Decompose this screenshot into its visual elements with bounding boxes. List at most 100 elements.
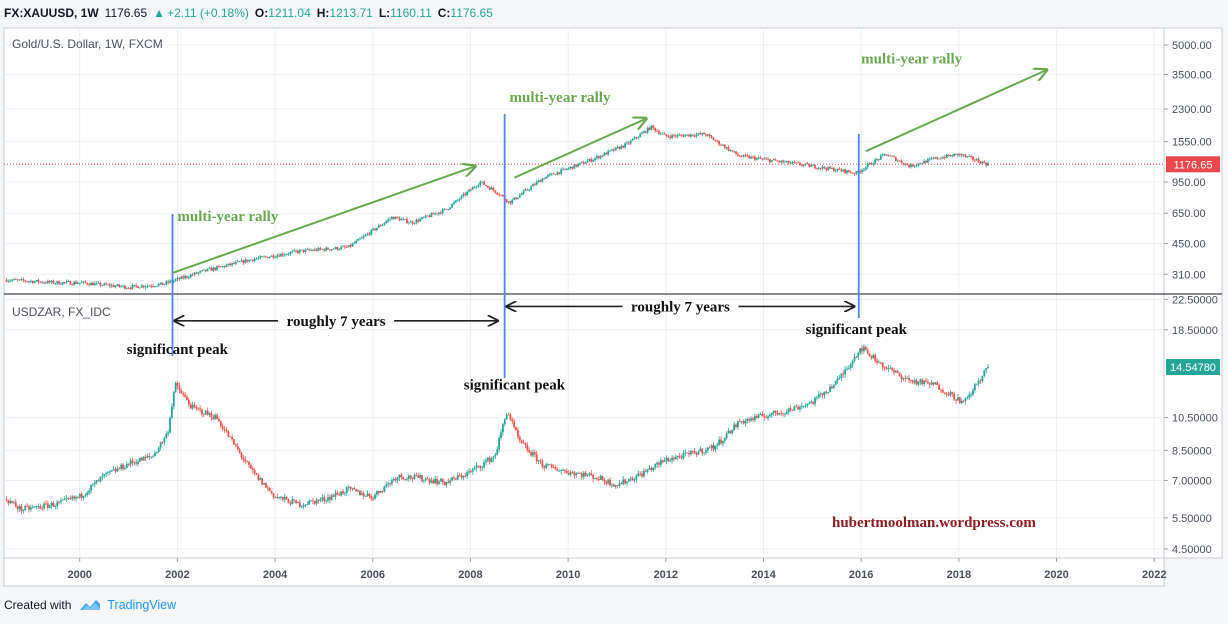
gold-price-axis: 5000.00 3500.00 2300.00 1550.00 950.00 650.00… xyxy=(1164,40,1220,281)
candle xyxy=(900,375,903,380)
candle xyxy=(90,484,92,491)
candle xyxy=(445,481,448,485)
candle xyxy=(793,406,796,411)
candle xyxy=(577,473,579,474)
candle xyxy=(629,140,632,144)
candle xyxy=(133,285,136,286)
candle xyxy=(24,506,27,510)
candle xyxy=(202,414,205,416)
candle xyxy=(287,499,290,504)
usdzar-pane[interactable] xyxy=(5,344,989,515)
candle xyxy=(626,142,628,144)
candle xyxy=(95,480,98,483)
candle xyxy=(471,187,474,190)
candle xyxy=(439,478,442,482)
candle xyxy=(374,228,376,231)
candle xyxy=(142,456,145,461)
candle xyxy=(665,458,668,461)
candle xyxy=(690,450,692,455)
candle xyxy=(644,470,647,472)
candle xyxy=(174,279,177,281)
candle xyxy=(983,161,986,163)
candle xyxy=(718,439,721,445)
candle xyxy=(93,482,96,485)
candle xyxy=(227,263,230,266)
candle xyxy=(800,405,803,407)
candle xyxy=(221,266,224,267)
candle xyxy=(930,382,933,385)
candle xyxy=(483,462,485,468)
candle xyxy=(951,155,954,157)
candle xyxy=(620,145,623,149)
candle xyxy=(464,475,467,477)
candle xyxy=(579,162,581,165)
candle xyxy=(112,285,115,287)
candle xyxy=(389,483,391,485)
candle xyxy=(419,219,422,222)
candle xyxy=(575,164,578,167)
candle xyxy=(643,131,645,133)
chart-area[interactable]: 5000.00 3500.00 2300.00 1550.00 950.00 650.00… xyxy=(0,26,1228,592)
candle xyxy=(737,154,739,156)
candle xyxy=(261,478,264,485)
candle xyxy=(522,190,525,194)
candle xyxy=(567,167,570,170)
candle xyxy=(231,263,233,266)
candle xyxy=(926,381,929,384)
candle xyxy=(52,502,55,507)
candle xyxy=(784,413,786,415)
candle xyxy=(923,160,925,164)
candle xyxy=(494,454,497,457)
candle xyxy=(69,498,72,500)
candle xyxy=(874,354,877,361)
rally-label: multi-year rally xyxy=(861,51,962,67)
candle xyxy=(966,156,969,157)
candle xyxy=(107,471,109,473)
candle xyxy=(355,489,358,492)
candle xyxy=(985,368,988,371)
candle xyxy=(864,346,867,350)
candle xyxy=(33,281,36,283)
tradingview-logo-icon xyxy=(80,600,101,610)
candle xyxy=(641,473,643,477)
candle xyxy=(208,268,211,269)
candle xyxy=(5,499,8,501)
candle xyxy=(449,480,452,483)
candle xyxy=(142,285,145,288)
candle xyxy=(562,168,564,170)
candle xyxy=(964,398,967,402)
candle xyxy=(409,475,412,479)
candle xyxy=(673,135,675,136)
candle xyxy=(432,480,435,484)
candle xyxy=(88,490,91,493)
candle xyxy=(216,414,218,419)
candle xyxy=(259,478,262,480)
candle xyxy=(571,472,574,474)
candle xyxy=(782,413,784,415)
candle xyxy=(545,464,548,469)
candle xyxy=(827,166,830,171)
candle xyxy=(511,199,514,204)
candle xyxy=(520,193,523,196)
candle xyxy=(345,487,348,493)
candle xyxy=(682,135,685,137)
candle xyxy=(212,267,215,271)
candle xyxy=(56,281,59,284)
candle xyxy=(154,286,156,288)
candle xyxy=(428,478,431,483)
candle xyxy=(293,250,296,252)
candle xyxy=(842,169,845,172)
candle xyxy=(430,480,433,483)
candle xyxy=(398,474,401,478)
candle xyxy=(925,380,927,382)
candle xyxy=(814,164,816,169)
gold-pane[interactable] xyxy=(4,124,1164,291)
candle xyxy=(389,218,391,220)
candle xyxy=(407,222,410,224)
candle xyxy=(955,153,957,155)
candle xyxy=(434,213,437,215)
tradingview-link[interactable]: TradingView xyxy=(107,598,177,612)
candle xyxy=(223,429,226,431)
candle xyxy=(710,445,713,448)
candle xyxy=(556,469,559,472)
